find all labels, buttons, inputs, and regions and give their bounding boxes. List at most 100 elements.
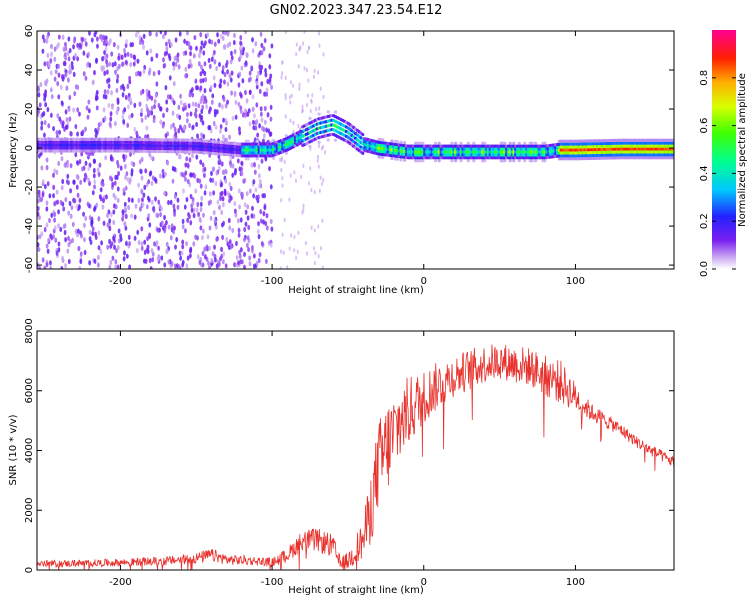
spectrogram-noise-point — [212, 75, 216, 81]
spectrogram-noise-point — [255, 119, 259, 125]
spectrogram-noise-point — [97, 216, 101, 222]
spectrogram-noise-point — [201, 104, 205, 110]
spectrogram-noise-point — [133, 102, 137, 108]
spectrogram-noise-point — [173, 194, 177, 200]
spectrogram-noise-point — [213, 41, 217, 47]
spectrogram-noise-point — [223, 188, 227, 194]
spectrogram-noise-point — [219, 83, 222, 89]
spectrogram-noise-point — [123, 107, 127, 113]
spectrogram-noise-point — [235, 255, 239, 261]
spectrogram-noise-point — [251, 94, 255, 100]
spectrogram-ridge-point — [284, 134, 288, 138]
spectrogram-noise-point — [147, 197, 151, 203]
spectrogram-noise-point — [71, 237, 75, 243]
spectrogram-noise-point — [79, 251, 83, 257]
spectrogram-noise-point — [52, 184, 56, 190]
spectrogram-noise-point — [297, 64, 300, 69]
spectrogram-noise-point — [100, 240, 104, 246]
spectrogram-noise-point — [196, 177, 200, 184]
spectrogram-noise-point — [103, 89, 107, 95]
spectrogram-noise-point — [238, 249, 242, 255]
spectrogram-noise-point — [321, 265, 324, 269]
spectrogram-noise-point — [140, 245, 144, 251]
spectrogram-noise-point — [37, 242, 40, 248]
spectrogram-noise-point — [63, 162, 67, 168]
spectrogram-noise-point — [289, 118, 292, 123]
spectrogram-noise-point — [311, 92, 314, 98]
spectrogram-noise-point — [202, 50, 206, 56]
spectrogram-noise-point — [72, 44, 75, 50]
snr-x-tick-label: 0 — [421, 577, 427, 588]
spectrogram-noise-point — [269, 73, 273, 79]
spectrogram-noise-point — [109, 111, 113, 117]
spectrogram-noise-point — [185, 196, 189, 203]
spectrogram-noise-point — [174, 61, 178, 67]
spectrogram-noise-point — [248, 70, 252, 76]
spectrogram-noise-point — [266, 112, 270, 118]
spectrogram-noise-point — [132, 161, 136, 167]
spectrogram-noise-point — [144, 168, 148, 174]
spectrogram-noise-point — [280, 157, 283, 163]
spectrogram-noise-point — [48, 217, 51, 224]
spectrogram-noise-point — [260, 240, 264, 247]
spectrogram-noise-point — [194, 113, 198, 119]
spectrogram-noise-point — [204, 77, 208, 83]
spectrogram-noise-point — [250, 65, 254, 71]
spectrogram-noise-point — [114, 264, 118, 269]
spectrogram-noise-point — [41, 257, 45, 263]
spectrogram-noise-point — [233, 90, 237, 97]
spectrogram-noise-point — [190, 207, 194, 213]
spectrogram-noise-point — [91, 230, 95, 236]
spectrogram-noise-point — [81, 166, 84, 172]
spectrogram-noise-point — [185, 73, 189, 79]
spectrogram-noise-point — [107, 102, 111, 109]
spectrogram-noise-point — [99, 249, 103, 255]
spectrogram-noise-point — [224, 126, 228, 133]
spectrogram-noise-point — [38, 102, 42, 108]
spectrogram-noise-point — [226, 31, 230, 35]
spectrogram-noise-point — [176, 197, 180, 203]
spectrogram-noise-point — [187, 41, 191, 47]
spectrogram-noise-point — [116, 73, 120, 80]
spectrogram-noise-point — [119, 233, 122, 239]
spectrogram-noise-point — [55, 189, 59, 195]
spectrogram-noise-point — [234, 114, 238, 120]
spectrogram-noise-point — [46, 248, 50, 254]
spectrogram-noise-point — [41, 192, 45, 198]
spectrogram-ridge-point — [395, 157, 399, 161]
spectrogram-noise-point — [127, 96, 131, 102]
spectrogram-noise-point — [166, 160, 170, 166]
spectrogram-noise-point — [231, 172, 235, 178]
spectrogram-noise-point — [222, 169, 226, 175]
spectrogram-noise-point — [115, 109, 119, 115]
spectrogram-noise-point — [306, 49, 309, 55]
spectrogram-noise-point — [239, 49, 243, 55]
spectrogram-noise-point — [193, 34, 197, 41]
spectrogram-noise-point — [237, 188, 241, 194]
spectrogram-noise-point — [197, 211, 201, 218]
spectrogram-noise-point — [248, 188, 252, 194]
spectrogram-noise-point — [50, 94, 54, 100]
spectrogram-noise-point — [83, 249, 87, 256]
spectrogram-noise-point — [185, 241, 188, 247]
spectrogram-noise-point — [245, 242, 249, 248]
spectrogram-noise-point — [159, 119, 163, 125]
spectrogram-noise-point — [192, 53, 196, 59]
spectrogram-noise-point — [98, 162, 102, 168]
spectrogram-noise-point — [67, 36, 71, 42]
spectrogram-noise-point — [128, 264, 132, 269]
spectrogram-noise-point — [158, 203, 162, 210]
spectrogram-noise-point — [251, 245, 254, 251]
spectrogram-noise-point — [207, 265, 211, 269]
spectrogram-noise-point — [216, 199, 220, 205]
spectrogram-noise-point — [305, 68, 308, 73]
spectrogram-noise-point — [148, 257, 152, 264]
spectrogram-noise-point — [188, 157, 192, 163]
spectrogram-ridge-point — [399, 158, 403, 162]
spectrogram-noise-point — [126, 122, 130, 128]
spectrogram-noise-point — [138, 39, 142, 46]
spectrogram-noise-point — [181, 218, 185, 225]
spectrogram-noise-point — [142, 192, 146, 198]
spectrogram-noise-point — [88, 62, 92, 68]
spectrogram-noise-point — [237, 82, 241, 88]
